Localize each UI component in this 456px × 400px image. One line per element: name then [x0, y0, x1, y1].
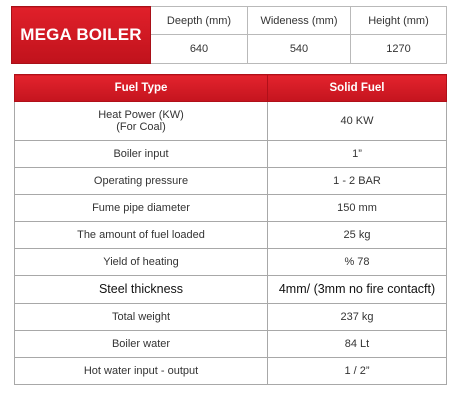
spec-label: The amount of fuel loaded [14, 221, 268, 250]
table-row: Boiler input 1” [14, 139, 447, 168]
spec-value: 40 KW [267, 100, 447, 141]
spec-label: Hot water input - output [14, 356, 268, 386]
depth-value: 640 [150, 34, 248, 64]
spec-label: Fume pipe diameter [14, 193, 268, 223]
height-header: Height (mm) [350, 6, 447, 35]
table-row: Hot water input - output 1 / 2” [14, 356, 447, 386]
table-row: Steel thickness 4mm/ (3mm no fire contac… [14, 275, 447, 304]
spec-value: 150 mm [267, 193, 447, 223]
heat-power-label: Heat Power (KW) [98, 108, 184, 121]
spec-label: Total weight [14, 302, 268, 331]
height-value: 1270 [350, 34, 447, 64]
table-row: The amount of fuel loaded 25 kg [14, 221, 447, 250]
spec-label: Steel thickness [14, 275, 268, 304]
spec-label: Boiler water [14, 329, 268, 358]
width-value: 540 [247, 34, 351, 64]
table-row: Operating pressure 1 - 2 BAR [14, 166, 447, 195]
heat-power-sublabel: (For Coal) [116, 120, 166, 133]
spec-label: Yield of heating [14, 248, 268, 277]
spec-value: 1 - 2 BAR [267, 166, 447, 195]
fuel-type-header: Fuel Type [14, 74, 268, 102]
spec-value: 84 Lt [267, 329, 447, 358]
dimensions-table: MEGA BOILER Deepth (mm) Wideness (mm) He… [11, 6, 447, 64]
depth-header: Deepth (mm) [150, 6, 248, 35]
solid-fuel-header: Solid Fuel [267, 74, 447, 102]
table-row: Boiler water 84 Lt [14, 329, 447, 358]
table-row: Total weight 237 kg [14, 302, 447, 331]
spec-label: Heat Power (KW) (For Coal) [14, 100, 268, 141]
specs-header-row: Fuel Type Solid Fuel [14, 74, 447, 102]
brand-title: MEGA BOILER [11, 6, 151, 64]
spec-value: 4mm/ (3mm no fire contacft) [267, 275, 447, 304]
spec-value: 1 / 2” [267, 356, 447, 386]
spec-value: % 78 [267, 248, 447, 277]
specs-table: Fuel Type Solid Fuel Heat Power (KW) (Fo… [14, 74, 447, 386]
table-row: Heat Power (KW) (For Coal) 40 KW [14, 100, 447, 141]
table-row: Yield of heating % 78 [14, 248, 447, 277]
spec-label: Boiler input [14, 139, 268, 168]
table-row: Fume pipe diameter 150 mm [14, 193, 447, 223]
spec-value: 25 kg [267, 221, 447, 250]
spec-label: Operating pressure [14, 166, 268, 195]
spec-value: 237 kg [267, 302, 447, 331]
width-header: Wideness (mm) [247, 6, 351, 35]
spec-value: 1” [267, 139, 447, 168]
